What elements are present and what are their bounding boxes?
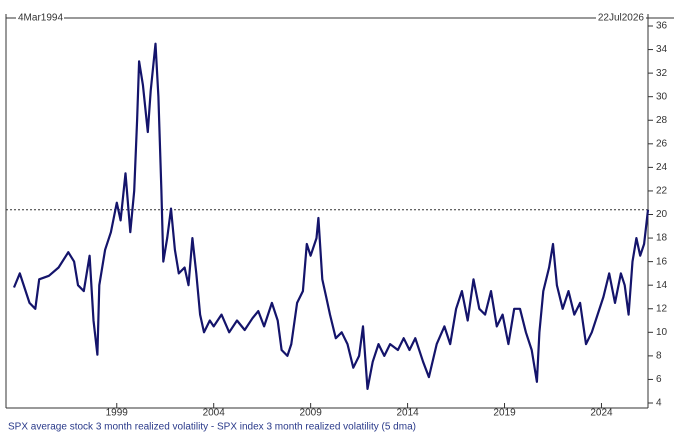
y-tick-label: 28 bbox=[656, 115, 668, 126]
x-tick-label: 2004 bbox=[203, 408, 226, 419]
data-line bbox=[12, 42, 650, 390]
x-tick-label: 2019 bbox=[493, 408, 516, 419]
y-tick-label: 4 bbox=[656, 398, 662, 409]
y-tick-label: 20 bbox=[656, 209, 668, 220]
x-tick-label: 2024 bbox=[590, 408, 613, 419]
y-tick-label: 8 bbox=[656, 351, 662, 362]
x-tick-label: 2014 bbox=[396, 408, 419, 419]
y-tick-label: 18 bbox=[656, 233, 668, 244]
y-tick-label: 22 bbox=[656, 186, 668, 197]
y-tick-label: 12 bbox=[656, 303, 668, 314]
y-tick-label: 26 bbox=[656, 138, 668, 149]
start-label: 4Mar1994 bbox=[18, 13, 63, 24]
y-tick-label: 24 bbox=[656, 162, 668, 173]
end-label: 22Jul2026 bbox=[598, 13, 645, 24]
caption: SPX average stock 3 month realized volat… bbox=[8, 422, 416, 433]
y-tick-label: 36 bbox=[656, 21, 668, 32]
y-tick-label: 14 bbox=[656, 280, 668, 291]
y-tick-label: 32 bbox=[656, 68, 668, 79]
y-tick-label: 6 bbox=[656, 374, 662, 385]
y-tick-label: 34 bbox=[656, 44, 668, 55]
start-label-bg bbox=[16, 11, 64, 25]
x-tick-label: 1999 bbox=[106, 408, 129, 419]
end-label-bg bbox=[596, 11, 646, 25]
y-tick-label: 30 bbox=[656, 91, 668, 102]
y-tick-label: 10 bbox=[656, 327, 668, 338]
y-tick-label: 16 bbox=[656, 256, 668, 267]
x-tick-label: 2009 bbox=[300, 408, 323, 419]
